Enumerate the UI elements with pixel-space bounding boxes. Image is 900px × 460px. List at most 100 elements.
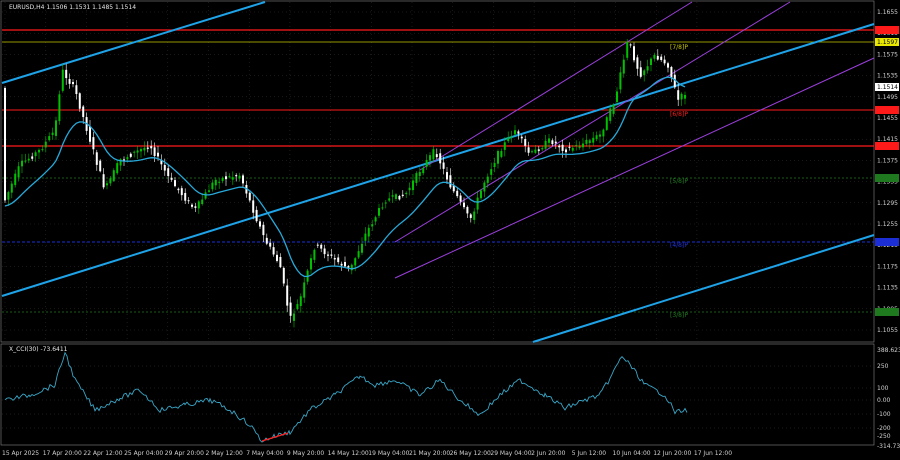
candle-body <box>4 87 6 201</box>
cci-axis-label: 0.00 <box>877 397 891 404</box>
candle-body <box>296 304 299 310</box>
badge-red-support <box>875 142 899 150</box>
candle-body <box>388 198 391 201</box>
candle-body <box>622 59 625 74</box>
price-label: 1.1455 <box>877 115 898 122</box>
tag-38: [3/8]P <box>670 312 688 319</box>
candle-body <box>391 195 394 197</box>
badge-current <box>875 83 899 91</box>
tag-48: [4/8]P <box>670 242 688 249</box>
candle-body <box>449 175 452 188</box>
candle-body <box>612 104 615 114</box>
candle-body <box>27 158 30 161</box>
candle-body <box>17 166 20 178</box>
candle-body <box>531 151 533 153</box>
candle-body <box>248 192 251 201</box>
candle-body <box>303 282 306 298</box>
regression-lower-purple <box>394 57 875 279</box>
candle-body <box>140 149 142 152</box>
time-label: 10 Jun 04:00 <box>613 450 651 457</box>
candle-body <box>170 177 173 180</box>
candle-body <box>401 194 404 196</box>
price-panel <box>0 0 875 343</box>
candle-body <box>452 185 455 192</box>
price-label: 1.1655 <box>877 9 898 16</box>
candle-body <box>269 242 272 247</box>
candle-body <box>554 141 557 144</box>
candlesticks <box>4 38 686 328</box>
candle-body <box>629 44 632 46</box>
candle-body <box>374 217 377 222</box>
candle-body <box>340 263 343 266</box>
candle-body <box>670 66 673 78</box>
candle-body <box>541 148 544 150</box>
candle-body <box>425 159 428 167</box>
candle-body <box>330 254 333 256</box>
candle-body <box>347 266 350 268</box>
candle-body <box>14 173 17 186</box>
candle-body <box>265 237 268 244</box>
candle-body <box>439 153 442 164</box>
candle-body <box>578 146 581 148</box>
candle-body <box>184 192 187 201</box>
candle-body <box>514 130 516 135</box>
candle-body <box>214 179 217 186</box>
candle-body <box>163 164 166 171</box>
grid <box>2 2 874 342</box>
time-label: 19 May 04:00 <box>368 450 409 457</box>
candle-body <box>429 155 431 161</box>
price-label: 1.1375 <box>877 157 898 164</box>
candle-body <box>272 247 275 255</box>
candle-body <box>367 227 370 237</box>
moving-average-line <box>4 76 686 278</box>
candle-body <box>646 66 649 71</box>
time-label: 22 Apr 12:00 <box>83 450 122 457</box>
badge-yellow-text: 1.1597 <box>877 39 898 46</box>
tag-78: [7/8]P <box>670 44 688 51</box>
candle-body <box>38 149 40 153</box>
candle-body <box>510 136 513 138</box>
candle-body <box>500 151 503 157</box>
candle-body <box>289 302 292 316</box>
price-label: 1.1415 <box>877 136 898 143</box>
candle-body <box>653 54 656 59</box>
candle-body <box>473 211 476 220</box>
time-axis: 15 Apr 2025 17 Apr 20:00 22 Apr 12:00 25 Ap… <box>2 450 732 457</box>
candle-body <box>616 91 618 103</box>
candle-body <box>619 72 622 90</box>
badge-green-mid <box>875 174 899 182</box>
candle-body <box>187 200 190 202</box>
cci-axis-label: 388.6237 <box>877 347 900 354</box>
candle-body <box>415 173 418 183</box>
candle-body <box>112 170 115 181</box>
candle-body <box>129 153 132 157</box>
candle-body <box>61 69 64 91</box>
candle-body <box>599 134 601 137</box>
candle-body <box>609 108 612 121</box>
candle-body <box>89 126 91 142</box>
candle-body <box>456 190 459 197</box>
candle-body <box>466 206 469 214</box>
candle-body <box>490 169 493 175</box>
candle-body <box>663 59 666 64</box>
candle-body <box>605 117 608 130</box>
candle-body <box>231 177 234 180</box>
candle-body <box>463 202 465 208</box>
candle-body <box>418 171 421 177</box>
candle-body <box>469 214 472 218</box>
candle-body <box>191 204 193 207</box>
candle-body <box>507 137 510 142</box>
divergence-line <box>261 432 289 442</box>
badge-yellow <box>875 38 899 46</box>
candle-body <box>446 172 448 180</box>
candle-body <box>408 187 411 191</box>
candle-body <box>242 175 244 184</box>
candle-body <box>92 137 95 150</box>
candle-body <box>517 131 520 134</box>
candle-body <box>537 149 540 152</box>
trend-line-blue <box>1 23 875 297</box>
candle-body <box>316 244 319 246</box>
candle-body <box>126 157 129 160</box>
candle-body <box>650 58 652 65</box>
